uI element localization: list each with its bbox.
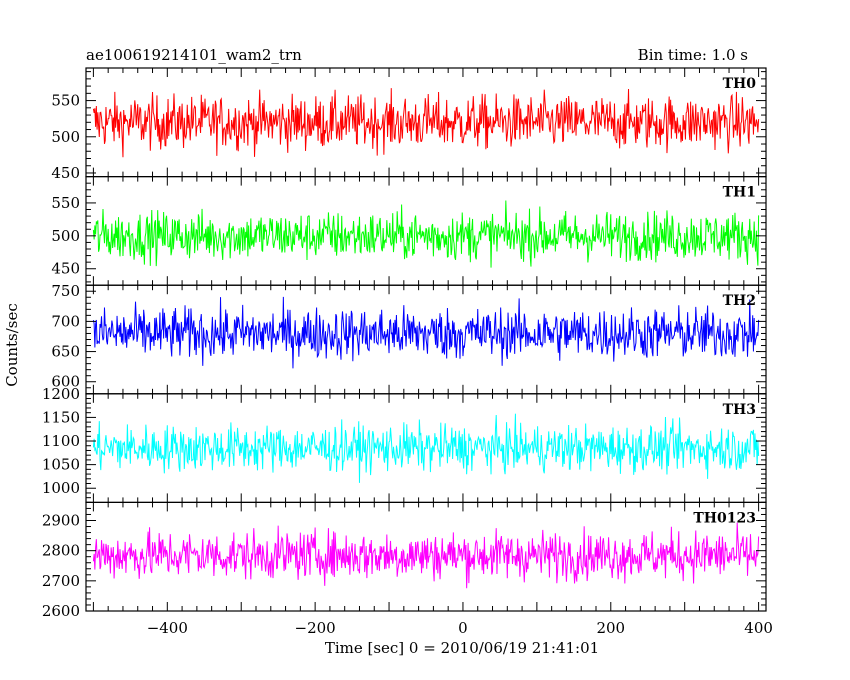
y-tick-label: 600 (51, 373, 80, 391)
y-tick-label: 500 (51, 227, 80, 245)
chart-title-left: ae100619214101_wam2_trn (86, 46, 302, 64)
series-line-th2 (92, 296, 760, 369)
y-tick-label: 1000 (42, 479, 80, 497)
chart-title-right: Bin time: 1.0 s (637, 46, 748, 64)
panel-th1: 450 500 550 TH1 (51, 176, 767, 286)
panel-th0: 450 500 550 TH0 (51, 67, 767, 182)
series-line-th1 (92, 200, 760, 268)
panel-th3: 1000 1050 1100 1150 1200 TH3 (42, 385, 767, 503)
y-tick-label: 2800 (42, 542, 80, 560)
x-axis-label: Time [sec] 0 = 2010/06/19 21:41:01 (324, 639, 600, 657)
y-tick-label: 1150 (42, 408, 80, 426)
series-line-th0 (92, 88, 760, 158)
panel-label: TH0123 (693, 510, 756, 526)
y-tick-label: 450 (51, 164, 80, 182)
panel-th2: 600 650 700 750 TH2 (51, 282, 767, 395)
x-tick-label: 0 (458, 619, 468, 637)
x-tick-label: −400 (147, 619, 188, 637)
y-tick-label: 650 (51, 343, 80, 361)
y-tick-label: 1050 (42, 456, 80, 474)
x-tick-label: 400 (744, 619, 773, 637)
y-tick-label: 550 (51, 194, 80, 212)
y-tick-label: 2700 (42, 572, 80, 590)
y-tick-label: 550 (51, 92, 80, 110)
y-tick-label: 1200 (42, 385, 80, 403)
y-tick-label: 2600 (42, 602, 80, 620)
y-tick-label: 1100 (42, 432, 80, 450)
y-tick-label: 750 (51, 282, 80, 300)
y-tick-label: 500 (51, 128, 80, 146)
x-tick-label: −200 (295, 619, 336, 637)
series-line-th3 (92, 413, 760, 483)
panel-label: TH3 (723, 402, 756, 418)
y-tick-label: 450 (51, 260, 80, 278)
series-line-th0123 (92, 522, 760, 589)
panel-label: TH0 (723, 76, 757, 92)
x-tick-label: 200 (596, 619, 625, 637)
y-tick-label: 700 (51, 312, 80, 330)
panel-th0123: 2600 2700 2800 2900 TH0123 (42, 501, 767, 620)
panel-label: TH1 (723, 185, 756, 201)
panel-label: TH2 (723, 293, 756, 309)
y-tick-label: 2900 (42, 512, 80, 530)
